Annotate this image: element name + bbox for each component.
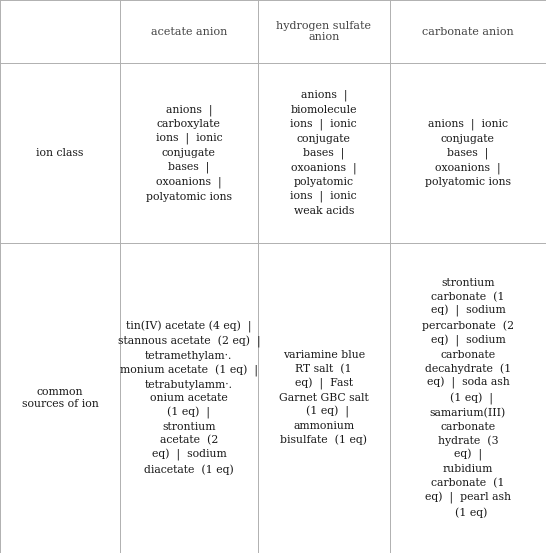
Text: common
sources of ion: common sources of ion [22,387,98,409]
Text: anions  |
carboxylate
ions  |  ionic
conjugate
bases  |
oxoanions  |
polyatomic : anions | carboxylate ions | ionic conjug… [146,104,232,202]
Text: tin(IV) acetate (4 eq)  |
stannous acetate  (2 eq)  |
tetramethylam·.
monium ace: tin(IV) acetate (4 eq) | stannous acetat… [117,321,260,475]
Text: anions  |
biomolecule
ions  |  ionic
conjugate
bases  |
oxoanions  |
polyatomic
: anions | biomolecule ions | ionic conjug… [290,90,357,216]
Text: ion class: ion class [37,148,84,158]
Text: variamine blue
RT salt  (1
eq)  |  Fast
Garnet GBC salt
  (1 eq)  |
ammonium
bis: variamine blue RT salt (1 eq) | Fast Gar… [279,351,369,445]
Text: carbonate anion: carbonate anion [422,27,514,36]
Text: strontium
carbonate  (1
eq)  |  sodium
percarbonate  (2
eq)  |  sodium
carbonate: strontium carbonate (1 eq) | sodium perc… [422,278,514,518]
Text: anions  |  ionic
conjugate
bases  |
oxoanions  |
polyatomic ions: anions | ionic conjugate bases | oxoanio… [425,118,511,187]
Text: acetate anion: acetate anion [151,27,227,36]
Text: hydrogen sulfate
anion: hydrogen sulfate anion [276,20,371,43]
